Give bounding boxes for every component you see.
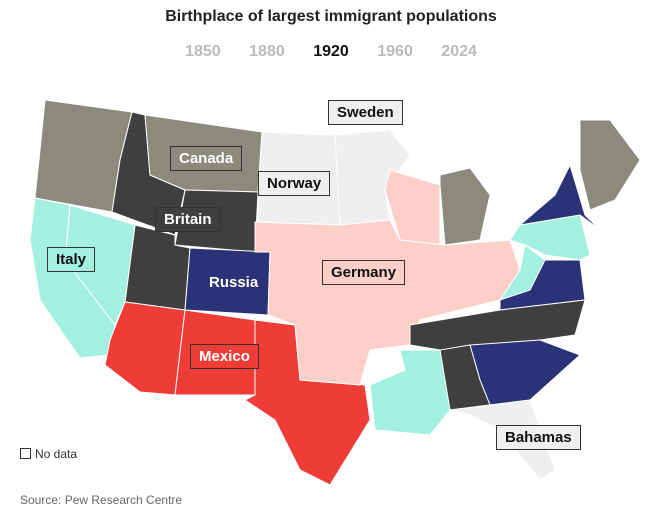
map-label: Bahamas (496, 425, 581, 450)
states (29, 99, 641, 486)
state (579, 119, 641, 211)
state (369, 349, 451, 436)
source: Source: Pew Research Centre (20, 493, 183, 507)
map-label: Norway (258, 171, 331, 196)
state (439, 167, 491, 246)
year-tab[interactable]: 1850 (185, 43, 221, 60)
map-label: Sweden (328, 100, 403, 125)
map-label: Mexico (190, 344, 259, 369)
map-label: Russia (200, 270, 268, 295)
map-label: Canada (170, 146, 243, 171)
year-tab[interactable]: 1920 (313, 43, 349, 60)
year-tab[interactable]: 1880 (249, 43, 285, 60)
state (519, 164, 601, 231)
state (409, 299, 586, 351)
map-label: Britain (155, 207, 221, 232)
title: Birthplace of largest immigrant populati… (165, 8, 497, 25)
state (449, 399, 556, 481)
legend-swatch (20, 448, 31, 459)
map-label: Italy (47, 247, 96, 272)
legend: No data (20, 447, 77, 461)
legend-label: No data (35, 447, 78, 461)
year-tab[interactable]: 2024 (441, 43, 477, 60)
map-label: Germany (322, 260, 406, 285)
year-tab[interactable]: 1960 (377, 43, 413, 60)
year-tabs: 1850 1880 1920 1960 2024 (0, 43, 662, 61)
state (509, 214, 591, 261)
